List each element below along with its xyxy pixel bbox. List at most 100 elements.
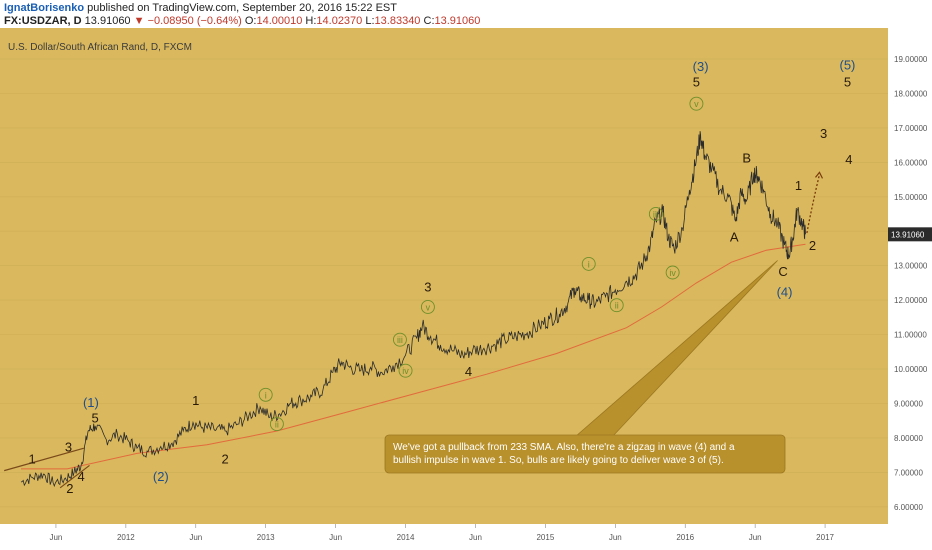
symbol-label: FX:USDZAR, D: [4, 15, 82, 27]
minor-wave-label: 1: [29, 452, 36, 467]
price-line: [20, 131, 806, 488]
x-tick-label: 2016: [676, 533, 694, 542]
y-tick-label: 10.00000: [894, 365, 928, 374]
x-tick-label: Jun: [469, 533, 482, 542]
grid-lines: [0, 58, 888, 508]
callout-text: We've got a pullback from 233 SMA. Also,…: [393, 442, 735, 453]
time-ticks: Jun 2012 Jun 2013 Jun 2014 Jun 2015 Jun 2016 Jun 20…: [49, 524, 835, 542]
primary-wave-label: (3): [693, 59, 709, 74]
primary-wave-label: (1): [83, 395, 99, 410]
last-price-tag: 13.91060: [888, 227, 932, 242]
sub-wave-label: ii: [615, 301, 619, 311]
x-tick-label: Jun: [49, 533, 62, 542]
sub-wave-label: ii: [275, 420, 279, 430]
sub-wave-label: iii: [397, 335, 403, 345]
minor-wave-label: 3: [65, 440, 72, 455]
x-tick-label: 2017: [816, 533, 834, 542]
callout-layer: We've got a pullback from 233 SMA. Also,…: [384, 260, 786, 474]
y-tick-label: 17.00000: [894, 124, 928, 133]
y-tick-label: 12.00000: [894, 296, 928, 305]
primary-wave-label: (5): [840, 57, 856, 72]
minor-wave-label: 5: [693, 75, 700, 90]
close-label: C:: [423, 15, 435, 27]
minor-wave-label: A: [730, 230, 739, 245]
y-tick-label: 8.00000: [894, 434, 923, 443]
minor-wave-label: C: [778, 264, 787, 279]
low-label: L:: [365, 15, 375, 27]
minor-wave-label: 2: [222, 452, 229, 467]
y-tick-label: 16.00000: [894, 158, 928, 167]
y-tick-label: 19.00000: [894, 55, 928, 64]
sub-wave-label: iv: [669, 268, 676, 278]
sub-wave-label: iii: [653, 209, 659, 219]
sub-wave-circle: [689, 96, 704, 111]
sub-wave-circle: [609, 298, 624, 313]
minor-wave-label: 5: [844, 75, 851, 90]
trend-line: [4, 447, 85, 472]
open-value: 14.00010: [256, 15, 303, 27]
y-tick-label: 6.00000: [894, 503, 923, 512]
x-tick-label: 2015: [536, 533, 554, 542]
author-link[interactable]: IgnatBorisenko: [4, 2, 85, 14]
minor-wave-label: 4: [77, 469, 84, 484]
x-tick-label: Jun: [609, 533, 622, 542]
sub-wave-circle: [420, 299, 435, 314]
last-price-tag-bg: [888, 227, 932, 242]
x-tick-label: 2013: [257, 533, 275, 542]
callout-box: [384, 434, 786, 474]
publish-info: published on TradingView.com, September …: [84, 2, 397, 14]
last-price-tag-text: 13.91060: [891, 230, 925, 239]
minor-wave-label: B: [742, 150, 751, 165]
minor-wave-label: 1: [192, 393, 199, 408]
x-tick-label: 2014: [397, 533, 415, 542]
sub-wave-circle: [648, 206, 663, 221]
low-value: 13.83340: [374, 15, 421, 27]
trend-line: [59, 464, 90, 489]
high-value: 14.02370: [316, 15, 363, 27]
minor-wave-label: 4: [845, 152, 852, 167]
sub-wave-label: iv: [402, 366, 409, 376]
minor-wave-label: 1: [795, 178, 802, 193]
high-label: H:: [305, 15, 317, 27]
x-tick-label: Jun: [189, 533, 202, 542]
minor-wave-label: 3: [820, 126, 827, 141]
y-tick-label: 11.00000: [894, 331, 927, 340]
time-axis[interactable]: [0, 524, 888, 550]
chart-header: IgnatBorisenko published on TradingView.…: [0, 0, 932, 28]
y-tick-label: 18.00000: [894, 89, 928, 98]
last-price: 13.91060: [84, 15, 131, 27]
callout-text: bullish impulse in wave 1. So, bulls are…: [393, 455, 724, 466]
price-axis[interactable]: [888, 28, 932, 550]
sub-wave-label: i: [265, 390, 267, 400]
sma-line: [21, 243, 806, 470]
arrow-head-icon: [815, 171, 824, 179]
x-tick-label: Jun: [329, 533, 342, 542]
minor-wave-label: 2: [809, 238, 816, 253]
primary-wave-label: (4): [777, 285, 793, 300]
x-tick-label: Jun: [749, 533, 762, 542]
sub-wave-circle: [392, 332, 407, 347]
price-change: −0.08950 (−0.64%): [147, 15, 242, 27]
minor-wave-label: 3: [424, 280, 431, 295]
y-tick-label: 15.00000: [894, 193, 928, 202]
y-tick-label: 7.00000: [894, 468, 923, 477]
sub-wave-circle: [269, 417, 284, 432]
series-layer: [4, 131, 824, 489]
publish-line: IgnatBorisenko published on TradingView.…: [4, 2, 397, 14]
price-chart[interactable]: U.S. Dollar/South African Rand, D, FXCM …: [0, 28, 932, 550]
minor-wave-label: 2: [66, 481, 73, 496]
chart-title: U.S. Dollar/South African Rand, D, FXCM: [8, 42, 192, 53]
primary-wave-label: (2): [153, 469, 169, 484]
projection-arrow: [806, 174, 821, 234]
sub-wave-circle: [398, 363, 413, 378]
sub-wave-circle: [258, 387, 273, 402]
y-tick-label: 13.00000: [894, 262, 928, 271]
sub-wave-label: v: [426, 302, 431, 312]
close-value: 13.91060: [434, 15, 481, 27]
sub-wave-label: i: [588, 259, 590, 269]
down-arrow-icon: ▼: [133, 15, 145, 27]
sub-wave-label: v: [694, 99, 699, 109]
ohlc-line: FX:USDZAR, D 13.91060 ▼ −0.08950 (−0.64%…: [4, 15, 480, 27]
sub-wave-circle: [665, 265, 680, 280]
